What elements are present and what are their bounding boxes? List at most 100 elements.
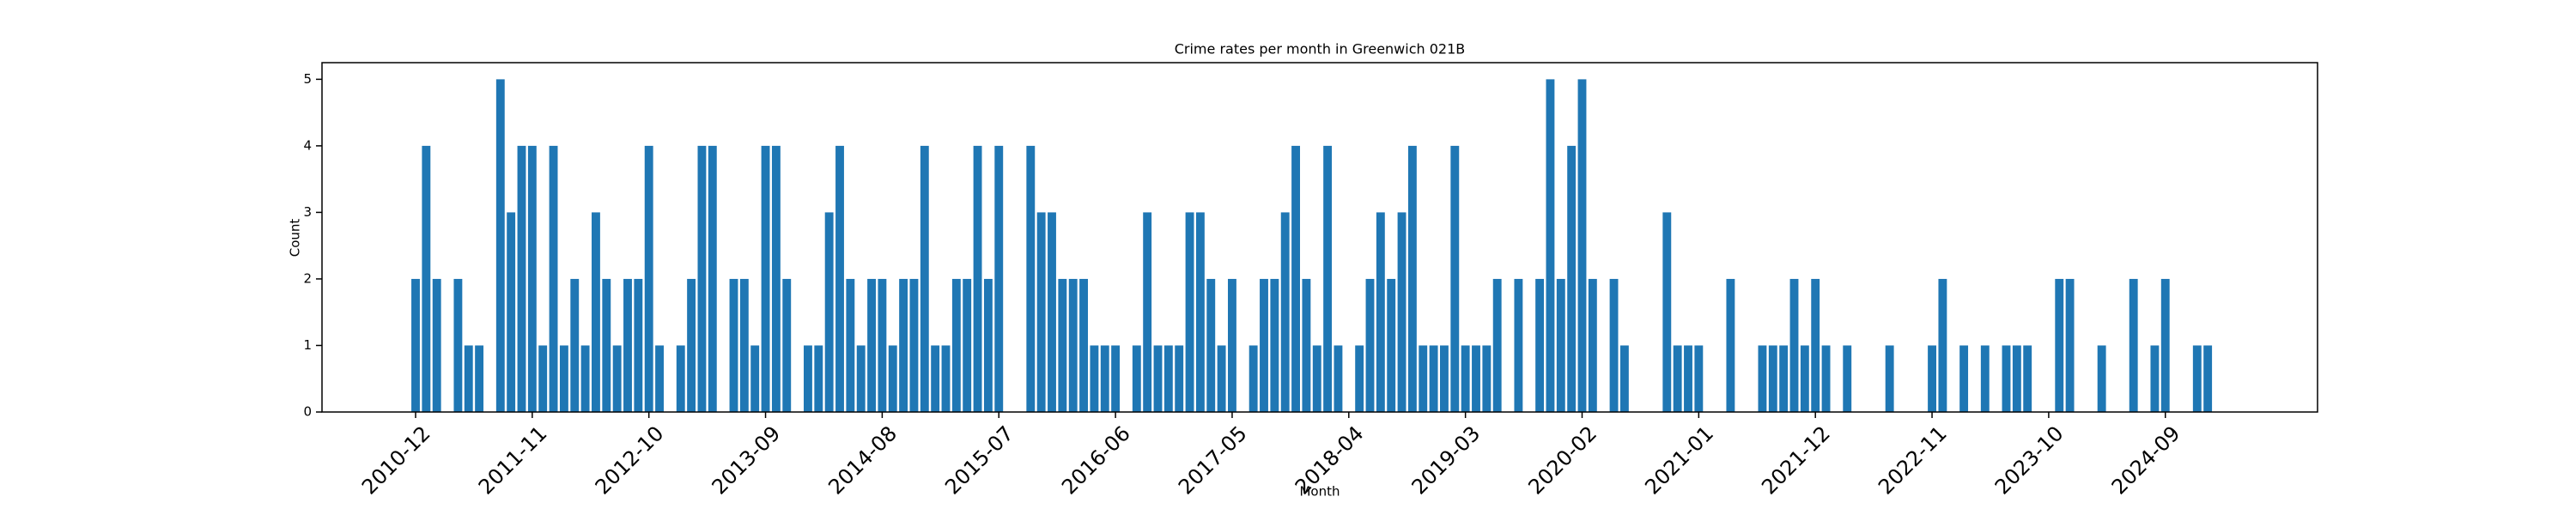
bar	[761, 145, 770, 412]
bar	[1036, 212, 1046, 412]
bar	[464, 345, 473, 412]
bar	[729, 278, 738, 412]
bar	[846, 278, 855, 412]
bar	[1111, 345, 1121, 412]
bar	[1302, 278, 1311, 412]
bar	[570, 278, 580, 412]
bar	[973, 145, 982, 412]
bar	[708, 145, 717, 412]
bar	[2150, 345, 2160, 412]
bar	[899, 278, 908, 412]
bar	[951, 278, 961, 412]
bar	[1461, 345, 1470, 412]
bar	[1588, 278, 1597, 412]
bar	[1280, 212, 1290, 412]
bar	[634, 278, 643, 412]
bar	[1387, 278, 1396, 412]
bar	[835, 145, 844, 412]
bar	[750, 345, 760, 412]
bar	[1535, 278, 1545, 412]
y-tick-label: 2	[303, 270, 312, 286]
y-tick-label: 3	[303, 204, 312, 220]
bar	[602, 278, 611, 412]
bar	[994, 145, 1004, 412]
bar	[495, 79, 505, 412]
bar	[963, 278, 972, 412]
bar	[1291, 145, 1300, 412]
bar	[1619, 345, 1629, 412]
bar	[1079, 278, 1088, 412]
bar	[432, 278, 441, 412]
bar	[1429, 345, 1438, 412]
bar	[983, 278, 993, 412]
bar	[580, 345, 590, 412]
bar	[1726, 278, 1735, 412]
bar	[1959, 345, 1969, 412]
bar	[2065, 278, 2075, 412]
bar	[1334, 345, 1343, 412]
y-tick-label: 5	[303, 71, 312, 87]
bar	[1217, 345, 1226, 412]
bar	[1684, 345, 1692, 412]
bar	[1546, 79, 1555, 412]
bar	[920, 145, 929, 412]
bar	[1397, 212, 1406, 412]
bar	[1980, 345, 1990, 412]
plot-frame	[321, 62, 2318, 413]
bar	[612, 345, 622, 412]
bar	[1694, 345, 1704, 412]
bar	[1885, 345, 1894, 412]
bar	[1132, 345, 1141, 412]
bar	[559, 345, 568, 412]
bar	[527, 145, 537, 412]
bar	[1163, 345, 1173, 412]
bar	[1365, 278, 1375, 412]
bar	[676, 345, 685, 412]
bar	[1492, 278, 1502, 412]
bar	[697, 145, 707, 412]
bar	[909, 278, 919, 412]
bar	[549, 145, 558, 412]
bar	[644, 145, 653, 412]
bar	[1800, 345, 1809, 412]
bar	[422, 145, 431, 412]
bar	[1662, 212, 1672, 412]
bar	[2129, 278, 2138, 412]
bar	[1068, 278, 1078, 412]
bar	[1768, 345, 1777, 412]
bar	[1175, 345, 1184, 412]
bar	[1090, 345, 1099, 412]
bar	[1938, 278, 1947, 412]
bar	[1673, 345, 1682, 412]
bar	[687, 278, 696, 412]
y-tick-label: 0	[303, 404, 312, 420]
bar	[804, 345, 812, 412]
bar	[1577, 79, 1587, 412]
bar	[814, 345, 823, 412]
bar	[2002, 345, 2011, 412]
bar	[1249, 345, 1258, 412]
bar	[1407, 145, 1417, 412]
bar	[2023, 345, 2032, 412]
y-axis-label: Count	[288, 219, 303, 258]
bar	[824, 212, 834, 412]
bar	[878, 278, 887, 412]
bar	[2097, 345, 2106, 412]
bar	[1260, 278, 1268, 412]
bar	[1195, 212, 1205, 412]
bar	[2012, 345, 2021, 412]
bar	[517, 145, 526, 412]
bar	[1609, 278, 1619, 412]
bar	[1323, 145, 1333, 412]
bar	[475, 345, 484, 412]
bar	[1514, 278, 1523, 412]
bar	[623, 278, 632, 412]
bar	[931, 345, 940, 412]
bar	[941, 345, 951, 412]
bar	[2160, 278, 2170, 412]
chart-title: Crime rates per month in Greenwich 021B	[1175, 41, 1466, 58]
bar	[1153, 345, 1163, 412]
bar	[1567, 145, 1577, 412]
bar	[1270, 278, 1279, 412]
